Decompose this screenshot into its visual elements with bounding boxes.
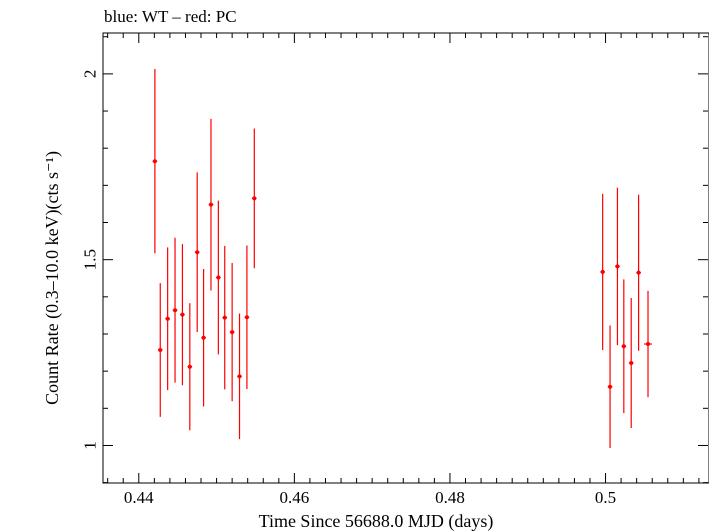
- point-marker: [629, 360, 634, 365]
- data-point: [244, 245, 250, 389]
- point-marker: [636, 270, 641, 275]
- x-tick-label: 0.48: [435, 488, 465, 507]
- point-marker: [201, 335, 206, 340]
- point-marker: [180, 312, 185, 317]
- y-axis-label: Count Rate (0.3–10.0 keV)(cts s⁻¹): [42, 151, 63, 405]
- point-marker: [608, 384, 613, 389]
- y-tick-label: 2: [81, 70, 100, 79]
- data-point: [216, 200, 221, 355]
- data-point: [172, 237, 178, 383]
- point-marker: [615, 264, 620, 269]
- data-point: [600, 193, 605, 350]
- data-point: [157, 283, 163, 417]
- data-point: [628, 297, 634, 429]
- point-marker: [230, 330, 235, 335]
- data-point: [615, 187, 620, 346]
- point-marker: [158, 347, 163, 352]
- point-marker: [173, 308, 178, 313]
- axis-ticks: 0.44 0.46 0.48 0.5 1 1.5 2: [81, 33, 708, 507]
- point-marker: [165, 316, 170, 321]
- data-point: [165, 247, 170, 391]
- x-axis-label: Time Since 56688.0 MJD (days): [259, 511, 494, 532]
- data-point: [201, 268, 206, 407]
- data-point: [208, 118, 214, 291]
- data-point: [194, 172, 200, 333]
- point-marker: [237, 374, 242, 379]
- data-point: [644, 290, 652, 398]
- data-point: [251, 128, 257, 269]
- point-marker: [208, 202, 213, 207]
- point-marker: [222, 315, 227, 320]
- point-marker: [187, 364, 192, 369]
- data-point: [237, 313, 242, 440]
- y-tick-label: 1: [81, 441, 100, 450]
- x-tick-label: 0.44: [124, 488, 154, 507]
- point-marker: [252, 196, 257, 201]
- plot-frame: [102, 32, 709, 484]
- data-point: [229, 263, 235, 402]
- x-tick-label: 0.5: [595, 488, 616, 507]
- data-point: [180, 244, 185, 386]
- data-point: [621, 279, 627, 414]
- data-point: [187, 303, 193, 431]
- point-marker: [152, 159, 157, 164]
- chart-title: blue: WT – red: PC: [104, 7, 237, 26]
- point-marker: [244, 315, 249, 320]
- data-point: [222, 245, 228, 390]
- point-marker: [216, 275, 221, 280]
- data-point: [636, 194, 641, 351]
- x-tick-label: 0.46: [279, 488, 309, 507]
- point-marker: [646, 342, 651, 347]
- point-marker: [621, 344, 626, 349]
- data-point: [607, 325, 613, 449]
- data-points: [152, 69, 652, 449]
- data-point: [152, 69, 158, 254]
- point-marker: [600, 269, 605, 274]
- y-tick-label: 1.5: [81, 249, 100, 270]
- point-marker: [195, 250, 200, 255]
